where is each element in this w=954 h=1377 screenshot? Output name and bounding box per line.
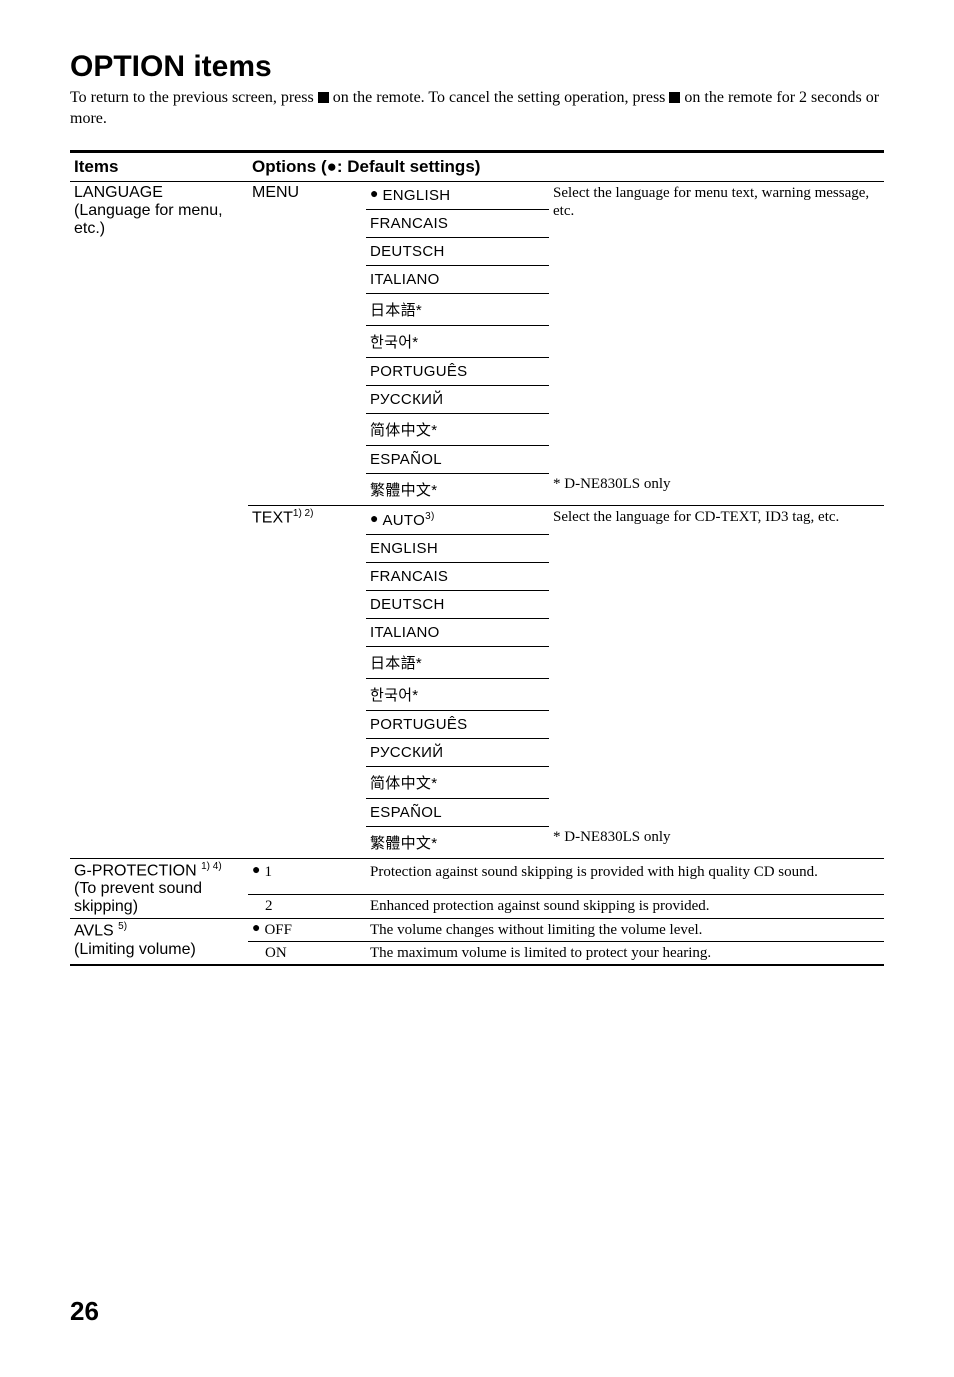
stop-icon bbox=[669, 92, 680, 103]
default-dot-icon: ● bbox=[252, 863, 260, 878]
menu-opt: PORTUGUÊS bbox=[370, 360, 467, 383]
menu-opt: ITALIANO bbox=[370, 268, 440, 291]
menu-opt: DEUTSCH bbox=[370, 240, 445, 263]
text-opt: FRANCAIS bbox=[370, 565, 448, 588]
item-avls: AVLS bbox=[74, 923, 118, 940]
menu-opt: FRANCAIS bbox=[370, 212, 448, 235]
text-label: TEXT bbox=[252, 509, 293, 526]
page-title: OPTION items bbox=[70, 50, 884, 84]
header-options: Options (●: Default settings) bbox=[248, 151, 884, 181]
item-gprot-sub: (To prevent sound skipping) bbox=[74, 880, 202, 915]
header-items: Items bbox=[70, 151, 248, 181]
default-dot-icon: ● bbox=[370, 512, 378, 527]
item-language: LANGUAGE bbox=[74, 184, 163, 201]
avls-desc-off: The volume changes without limiting the … bbox=[370, 922, 702, 938]
text-opt: DEUTSCH bbox=[370, 593, 445, 616]
gprot-sup: 1) 4) bbox=[201, 861, 222, 872]
gprot-desc1: Protection against sound skipping is pro… bbox=[370, 864, 818, 880]
text-opt: ITALIANO bbox=[370, 621, 440, 644]
gprot-desc2: Enhanced protection against sound skippi… bbox=[370, 898, 710, 914]
text-opt-auto: AUTO bbox=[382, 509, 425, 532]
text-opt: 繁體中文* bbox=[370, 829, 437, 856]
menu-desc: Select the language for menu text, warni… bbox=[553, 185, 869, 219]
menu-star-note: * D-NE830LS only bbox=[553, 476, 671, 492]
options-table: Items Options (●: Default settings) LANG… bbox=[70, 150, 884, 967]
text-opt: 简体中文* bbox=[370, 769, 437, 796]
menu-opt: РУССКИЙ bbox=[370, 388, 443, 411]
intro-text: To return to the previous screen, press … bbox=[70, 88, 884, 130]
text-opt: 日本語* bbox=[370, 649, 422, 676]
text-sup: 1) 2) bbox=[293, 508, 314, 519]
avls-sup: 5) bbox=[118, 921, 127, 932]
text-opt: РУССКИЙ bbox=[370, 741, 443, 764]
avls-opt-on: ON bbox=[265, 945, 287, 961]
menu-opt: ESPAÑOL bbox=[370, 448, 442, 471]
default-dot-icon: ● bbox=[252, 921, 260, 936]
text-opt: 한국어* bbox=[370, 681, 418, 708]
item-avls-sub: (Limiting volume) bbox=[74, 941, 196, 958]
menu-opt: 한국어* bbox=[370, 328, 418, 355]
gprot-opt2: 2 bbox=[265, 898, 273, 914]
menu-opt-english: ENGLISH bbox=[382, 184, 450, 207]
menu-opt: 繁體中文* bbox=[370, 476, 437, 503]
auto-sup: 3) bbox=[425, 508, 435, 525]
menu-label: MENU bbox=[252, 184, 299, 201]
text-opt: ENGLISH bbox=[370, 537, 438, 560]
intro-p2: on the remote. To cancel the setting ope… bbox=[329, 89, 670, 106]
text-desc: Select the language for CD-TEXT, ID3 tag… bbox=[553, 509, 839, 525]
default-dot-icon: ● bbox=[370, 187, 378, 202]
stop-icon bbox=[318, 92, 329, 103]
menu-opt: 简体中文* bbox=[370, 416, 437, 443]
text-opt: ESPAÑOL bbox=[370, 801, 442, 824]
page-number: 26 bbox=[70, 1296, 884, 1327]
avls-desc-on: The maximum volume is limited to protect… bbox=[370, 945, 711, 961]
item-language-sub: (Language for menu, etc.) bbox=[74, 202, 223, 237]
text-opt: PORTUGUÊS bbox=[370, 713, 467, 736]
text-star-note: * D-NE830LS only bbox=[553, 829, 671, 845]
item-gprot: G-PROTECTION bbox=[74, 862, 201, 879]
gprot-opt1: 1 bbox=[264, 864, 272, 880]
menu-opt: 日本語* bbox=[370, 296, 422, 323]
intro-p1: To return to the previous screen, press bbox=[70, 89, 318, 106]
avls-opt-off: OFF bbox=[264, 922, 292, 938]
